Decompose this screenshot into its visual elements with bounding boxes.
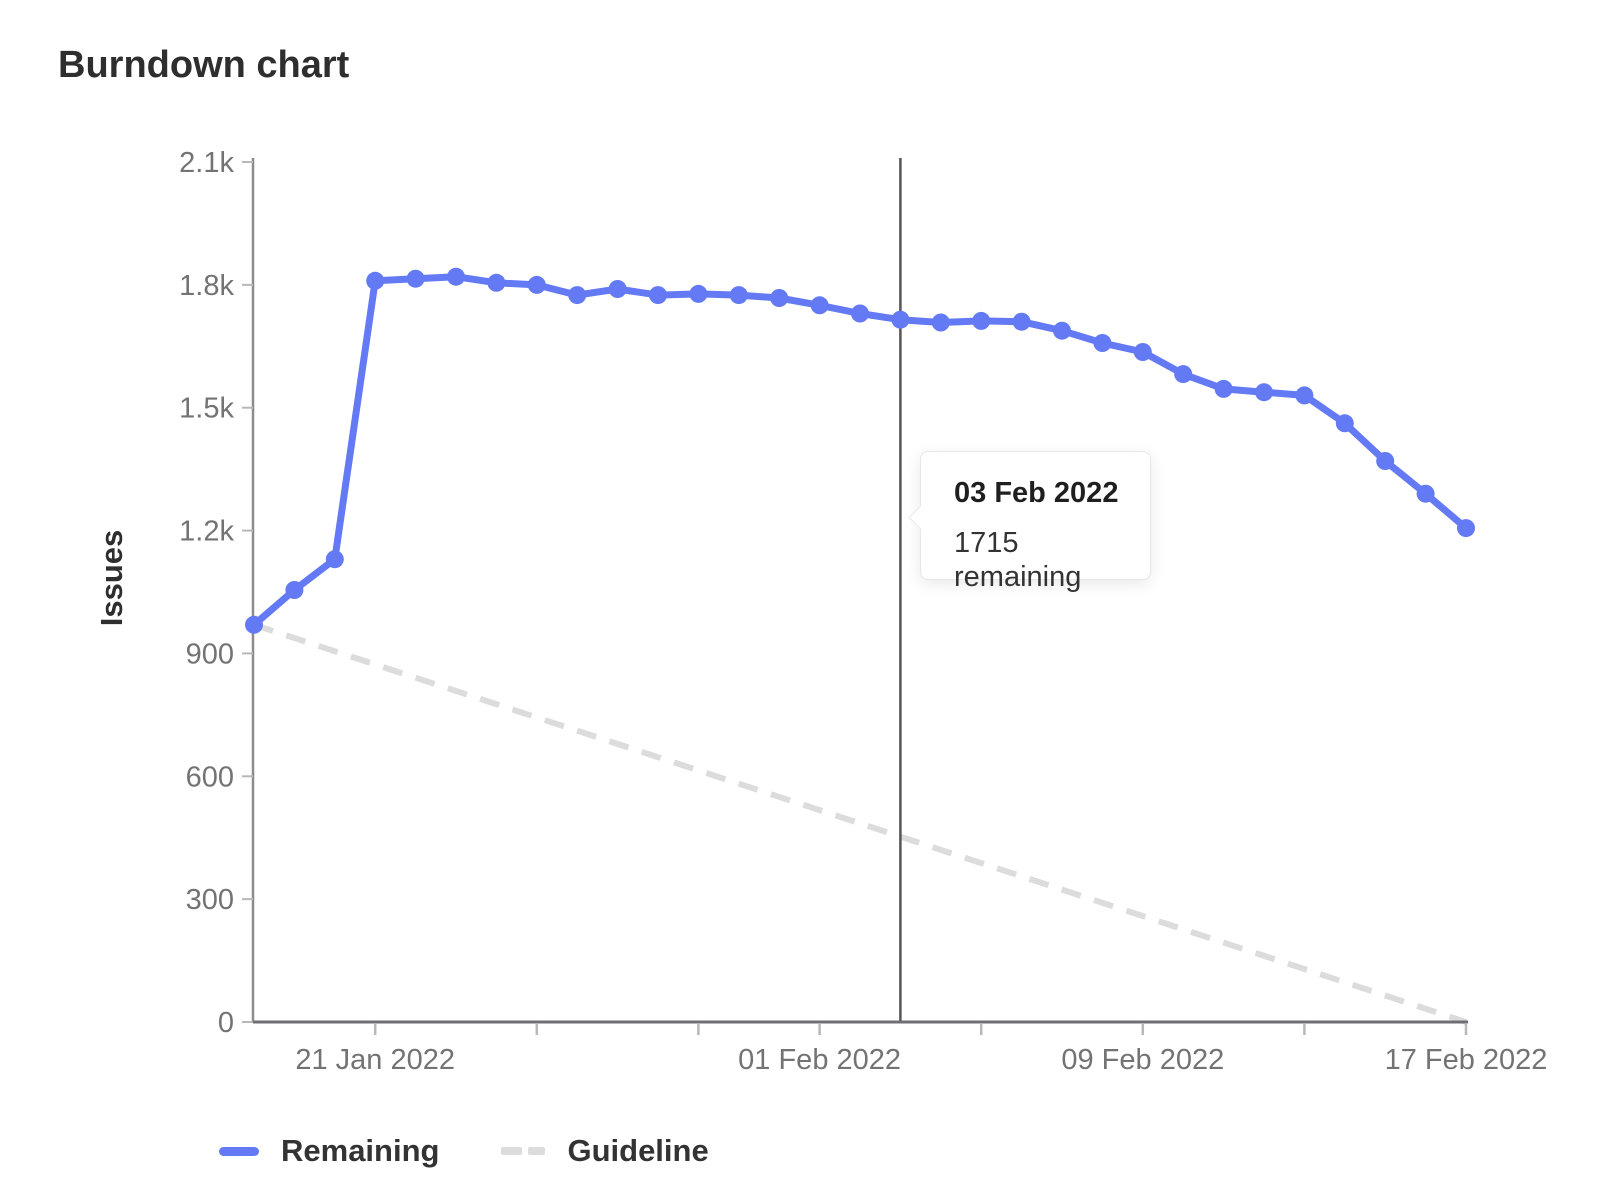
remaining-data-point[interactable] <box>1174 365 1193 384</box>
remaining-series-line <box>250 273 1470 629</box>
y-tick-label: 900 <box>186 638 234 670</box>
remaining-data-point[interactable] <box>608 280 627 298</box>
remaining-data-point[interactable] <box>1053 321 1071 340</box>
legend-item-remaining[interactable]: Remaining <box>219 1133 439 1169</box>
remaining-data-point[interactable] <box>1457 519 1475 538</box>
guideline-swatch-icon <box>501 1147 546 1155</box>
remaining-data-point[interactable] <box>1133 343 1152 361</box>
remaining-data-point[interactable] <box>972 311 991 330</box>
remaining-data-point[interactable] <box>447 267 465 286</box>
remaining-data-point[interactable] <box>1255 383 1273 402</box>
legend-label-guideline: Guideline <box>567 1133 709 1168</box>
remaining-data-point[interactable] <box>487 273 506 292</box>
y-tick-label: 600 <box>186 761 234 793</box>
x-tick-label: 09 Feb 2022 <box>1061 1044 1224 1076</box>
page-title: Burndown chart <box>58 44 350 86</box>
remaining-data-point[interactable] <box>649 286 667 305</box>
remaining-data-point[interactable] <box>1214 379 1233 398</box>
remaining-data-point[interactable] <box>527 275 546 294</box>
remaining-data-point[interactable] <box>1093 334 1112 352</box>
remaining-data-point[interactable] <box>1012 312 1031 331</box>
remaining-data-point[interactable] <box>851 304 869 323</box>
tooltip-value: 1715 remaining <box>954 527 1082 593</box>
remaining-data-point[interactable] <box>285 581 304 599</box>
y-tick-label: 1.5k <box>179 393 234 425</box>
remaining-data-point[interactable] <box>1416 484 1435 503</box>
remaining-data-point[interactable] <box>810 296 829 315</box>
y-tick-label: 2.1k <box>179 147 234 179</box>
x-tick-label: 01 Feb 2022 <box>738 1044 901 1076</box>
remaining-data-point[interactable] <box>1335 414 1354 433</box>
tooltip-date: 03 Feb 2022 <box>954 477 1119 509</box>
remaining-data-point[interactable] <box>891 310 910 329</box>
remaining-data-point[interactable] <box>1295 386 1314 405</box>
x-tick-label: 21 Jan 2022 <box>295 1044 455 1076</box>
legend-label-remaining: Remaining <box>281 1133 440 1168</box>
remaining-data-point[interactable] <box>931 313 950 332</box>
chart-legend: Remaining Guideline <box>219 1133 709 1169</box>
remaining-data-point[interactable] <box>366 271 385 290</box>
chart-tooltip: 03 Feb 2022 1715 remaining <box>920 451 1151 593</box>
guideline-series-line <box>253 621 1467 1025</box>
remaining-data-point[interactable] <box>689 284 708 303</box>
remaining-data-point[interactable] <box>325 550 344 569</box>
y-tick-label: 1.8k <box>179 270 234 302</box>
remaining-data-point[interactable] <box>770 289 789 307</box>
legend-item-guideline[interactable]: Guideline <box>501 1133 709 1169</box>
remaining-data-point[interactable] <box>406 269 425 288</box>
remaining-data-point[interactable] <box>729 286 748 305</box>
remaining-data-point[interactable] <box>245 615 263 634</box>
y-tick-label: 0 <box>218 1007 234 1039</box>
remaining-data-point[interactable] <box>568 286 587 305</box>
remaining-data-point[interactable] <box>1376 452 1395 470</box>
y-tick-label: 300 <box>186 884 234 916</box>
y-tick-label: 1.2k <box>179 516 234 548</box>
x-tick-label: 17 Feb 2022 <box>1385 1044 1548 1076</box>
remaining-swatch-icon <box>219 1146 259 1156</box>
